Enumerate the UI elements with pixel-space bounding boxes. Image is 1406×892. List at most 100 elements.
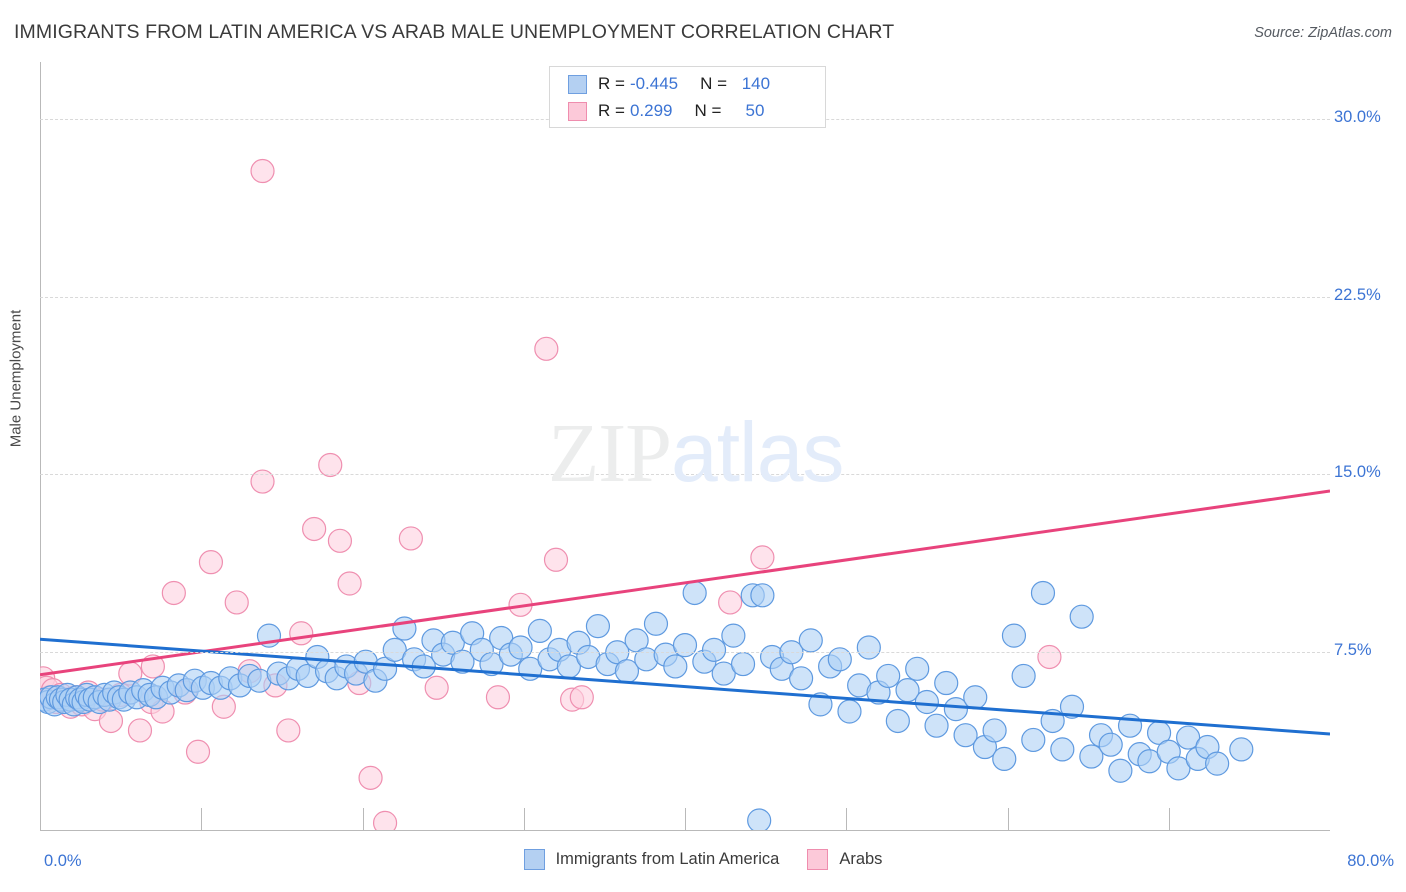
data-point: [682, 580, 707, 606]
pink-series-swatch-icon: [568, 101, 587, 121]
data-point: [1098, 732, 1123, 757]
blue-r-value: -0.445: [629, 74, 679, 93]
gridline-7.5%: [40, 652, 1330, 654]
data-point: [161, 580, 186, 606]
data-point: [876, 663, 901, 689]
data-point: [663, 654, 688, 679]
data-point: [1205, 751, 1230, 776]
legend-item-immigrants[interactable]: Immigrants from Latin America: [523, 849, 780, 870]
pink-n-value: 50: [745, 101, 765, 120]
data-point: [643, 611, 669, 636]
data-point: [1037, 644, 1062, 670]
data-point: [250, 158, 275, 184]
data-point: [1050, 737, 1075, 762]
source-attribution: Source: ZipAtlas.com: [1254, 25, 1392, 41]
plot-svg: [31, 158, 1331, 835]
data-point: [711, 661, 736, 686]
data-point: [721, 623, 746, 648]
gridline-15.0%: [40, 474, 1330, 476]
data-point: [185, 739, 211, 764]
data-point: [885, 708, 910, 734]
data-point: [1069, 604, 1094, 629]
data-point: [1229, 737, 1254, 762]
x-tick-mark: [846, 808, 848, 830]
data-point: [788, 666, 814, 691]
data-point: [808, 692, 833, 717]
x-tick-mark: [1007, 808, 1009, 830]
legend-swatch-pink-icon: [807, 849, 829, 870]
legend-item-arabs[interactable]: Arabs: [807, 849, 882, 870]
blue-r-label: R =: [598, 74, 625, 93]
y-tick-label-1: 22.5%: [1334, 285, 1381, 304]
x-axis-line: [40, 830, 1330, 831]
legend-label-immigrants: Immigrants from Latin America: [555, 850, 780, 868]
data-point: [856, 635, 881, 660]
data-point: [527, 618, 552, 643]
trendline-immigrants: [39, 637, 1331, 736]
correlation-stats-box: R = -0.445 N = 140 R = 0.299 N = 50: [549, 66, 826, 128]
data-point: [718, 590, 743, 615]
data-point: [701, 637, 727, 662]
data-point: [963, 685, 988, 710]
data-point: [302, 516, 327, 542]
data-point: [1137, 749, 1162, 774]
data-point: [992, 746, 1017, 771]
stats-row-pink: R = 0.299 N = 50: [568, 99, 764, 123]
x-tick-mark: [362, 808, 364, 830]
data-point: [276, 718, 301, 743]
data-point: [508, 635, 533, 660]
data-point: [485, 685, 511, 710]
data-point: [398, 526, 423, 551]
data-point: [450, 649, 475, 674]
data-point: [372, 810, 398, 835]
data-point: [747, 808, 772, 833]
data-point: [1166, 756, 1191, 781]
data-point: [250, 469, 275, 494]
pink-r-value: 0.299: [629, 101, 673, 120]
data-point: [382, 637, 407, 662]
x-tick-mark: [523, 808, 525, 830]
x-tick-label-max: 80.0%: [1347, 852, 1394, 870]
data-point: [1059, 694, 1085, 719]
data-point: [1021, 727, 1046, 753]
blue-n-value: 140: [741, 74, 771, 93]
page-title: IMMIGRANTS FROM LATIN AMERICA VS ARAB MA…: [14, 21, 895, 43]
data-point: [224, 590, 249, 615]
data-point: [440, 630, 465, 655]
data-point: [569, 685, 594, 710]
data-point: [1175, 725, 1201, 750]
data-point: [534, 336, 559, 361]
data-point: [672, 633, 698, 658]
data-point: [198, 550, 224, 575]
x-tick-mark: [1168, 808, 1170, 830]
data-point: [327, 528, 353, 553]
x-tick-label-min: 0.0%: [44, 852, 82, 870]
data-point: [905, 656, 930, 681]
data-point: [624, 628, 649, 653]
data-point: [934, 670, 959, 696]
x-tick-mark: [685, 808, 686, 830]
data-point: [750, 545, 775, 570]
data-point: [1079, 744, 1104, 769]
data-point: [1011, 663, 1036, 689]
gridline-22.5%: [40, 296, 1330, 298]
plot-area: [31, 62, 1331, 835]
y-axis-line: [40, 62, 41, 830]
data-point: [924, 713, 949, 738]
y-axis-title: Male Unemployment: [7, 309, 25, 448]
series-points-immigrants: [32, 580, 1254, 833]
y-tick-label-3: 7.5%: [1334, 641, 1372, 660]
data-point: [337, 571, 362, 596]
data-point: [982, 718, 1007, 743]
legend-label-arabs: Arabs: [839, 850, 883, 868]
y-tick-label-2: 15.0%: [1334, 463, 1381, 482]
legend-swatch-blue-icon: [523, 849, 545, 870]
data-point: [1108, 758, 1133, 783]
data-point: [1001, 623, 1027, 648]
pink-r-label: R =: [598, 101, 625, 120]
data-point: [1030, 580, 1056, 606]
chart-legend: Immigrants from Latin America Arabs: [0, 849, 1406, 870]
data-point: [837, 699, 862, 724]
blue-series-swatch-icon: [568, 74, 587, 94]
data-point: [953, 723, 978, 748]
